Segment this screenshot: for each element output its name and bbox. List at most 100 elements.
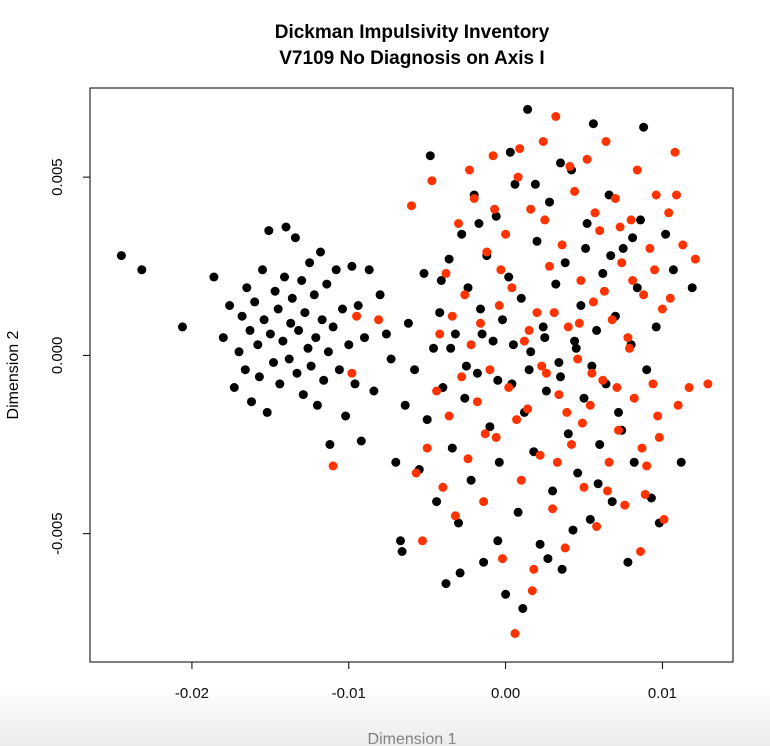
data-point-series-1-30: [498, 554, 507, 564]
data-point-series-1-115: [625, 343, 634, 353]
data-point-series-1-29: [494, 301, 504, 310]
data-point-series-1-72: [629, 393, 639, 403]
data-point-series-0-71: [419, 268, 429, 278]
data-point-series-1-80: [654, 432, 664, 442]
data-point-series-0-171: [540, 333, 550, 343]
data-point-series-0-157: [543, 554, 553, 564]
data-point-series-1-54: [573, 354, 583, 364]
data-point-series-1-81: [657, 304, 667, 314]
data-point-series-1-110: [562, 407, 572, 417]
data-point-series-0-35: [298, 390, 308, 400]
data-point-series-0-114: [554, 358, 564, 367]
data-point-series-0-25: [278, 336, 288, 346]
data-point-series-1-89: [465, 165, 474, 175]
x-axis-label: Dimension 1: [368, 731, 457, 746]
data-point-series-0-51: [334, 365, 344, 375]
data-point-series-1-112: [587, 368, 597, 378]
data-point-series-0-169: [508, 340, 518, 350]
x-tick-label-0: -0.02: [175, 685, 209, 702]
data-point-series-0-134: [618, 243, 628, 253]
data-point-series-1-98: [603, 486, 612, 496]
data-point-series-0-140: [639, 122, 649, 132]
x-tick-label-1: -0.01: [332, 685, 366, 702]
data-point-series-0-97: [501, 589, 511, 599]
data-point-series-1-47: [551, 112, 561, 121]
data-point-series-0-44: [317, 315, 327, 325]
data-point-series-0-112: [548, 486, 558, 496]
data-point-series-1-20: [466, 340, 476, 350]
data-point-series-1-119: [672, 190, 681, 200]
data-point-series-1-5: [411, 468, 421, 478]
data-point-series-0-37: [303, 343, 313, 353]
data-point-series-0-7: [234, 347, 244, 357]
data-point-series-0-123: [582, 219, 592, 228]
data-point-series-1-14: [447, 311, 457, 321]
data-point-series-1-17: [457, 372, 467, 382]
data-point-series-1-109: [549, 308, 559, 318]
data-point-series-0-84: [460, 393, 470, 403]
data-point-series-0-4: [218, 333, 228, 343]
data-point-series-0-62: [375, 290, 385, 300]
data-point-series-0-98: [504, 272, 514, 282]
data-point-series-0-149: [397, 547, 407, 556]
y-tick-label-2: 0.005: [49, 158, 66, 196]
data-point-series-1-22: [472, 397, 482, 407]
data-point-series-0-47: [323, 347, 333, 357]
data-point-series-1-58: [585, 400, 595, 410]
data-point-series-1-117: [650, 265, 660, 275]
data-point-series-0-80: [447, 443, 457, 453]
data-point-series-0-162: [606, 251, 616, 261]
data-point-series-0-57: [353, 301, 363, 310]
data-point-series-0-61: [369, 386, 379, 396]
data-point-series-0-110: [541, 386, 551, 396]
data-point-series-0-95: [494, 457, 504, 467]
data-point-series-0-147: [676, 457, 686, 467]
data-point-series-0-170: [524, 365, 534, 375]
data-point-series-0-150: [436, 276, 446, 285]
data-point-series-0-155: [518, 604, 528, 613]
data-point-series-0-26: [280, 272, 289, 282]
data-point-series-1-74: [636, 547, 645, 556]
data-point-series-1-82: [664, 208, 674, 218]
data-point-series-1-25: [482, 247, 492, 257]
data-point-series-0-63: [381, 329, 391, 339]
data-point-series-0-81: [450, 329, 460, 339]
data-point-series-0-107: [532, 236, 542, 246]
data-point-series-1-66: [610, 194, 620, 203]
data-point-series-0-28: [284, 354, 294, 364]
data-point-series-0-30: [287, 293, 297, 303]
data-point-series-0-0: [116, 251, 126, 261]
data-point-series-0-76: [435, 308, 445, 318]
data-point-series-1-103: [665, 293, 675, 303]
data-point-series-1-62: [598, 375, 608, 385]
data-point-series-0-85: [463, 283, 473, 293]
data-point-series-1-43: [538, 137, 548, 146]
data-point-series-0-153: [493, 536, 503, 546]
data-point-series-1-36: [516, 475, 526, 485]
data-point-series-1-85: [678, 240, 688, 250]
data-point-series-0-145: [661, 229, 671, 239]
data-point-series-0-143: [651, 322, 661, 332]
data-point-series-1-84: [673, 400, 683, 410]
data-point-series-1-7: [422, 443, 432, 453]
data-point-series-0-88: [472, 368, 482, 378]
data-point-series-1-0: [328, 461, 338, 471]
data-point-series-0-9: [240, 365, 250, 375]
data-point-series-1-73: [632, 165, 642, 175]
data-point-series-0-168: [493, 375, 503, 385]
data-point-series-0-24: [275, 379, 285, 389]
data-point-series-1-19: [463, 454, 473, 464]
data-point-series-1-10: [435, 329, 445, 339]
data-point-series-0-3: [209, 272, 219, 282]
data-point-series-0-31: [290, 233, 300, 243]
data-point-series-1-83: [670, 147, 680, 157]
data-point-series-1-8: [427, 176, 437, 186]
data-point-series-0-125: [588, 119, 598, 129]
data-point-series-1-2: [352, 311, 362, 321]
data-point-series-0-93: [488, 336, 498, 346]
data-point-series-0-164: [628, 233, 638, 243]
data-point-series-0-86: [466, 475, 476, 485]
data-point-series-1-18: [460, 290, 470, 300]
data-point-series-1-108: [537, 361, 547, 371]
data-point-series-0-6: [229, 383, 239, 392]
